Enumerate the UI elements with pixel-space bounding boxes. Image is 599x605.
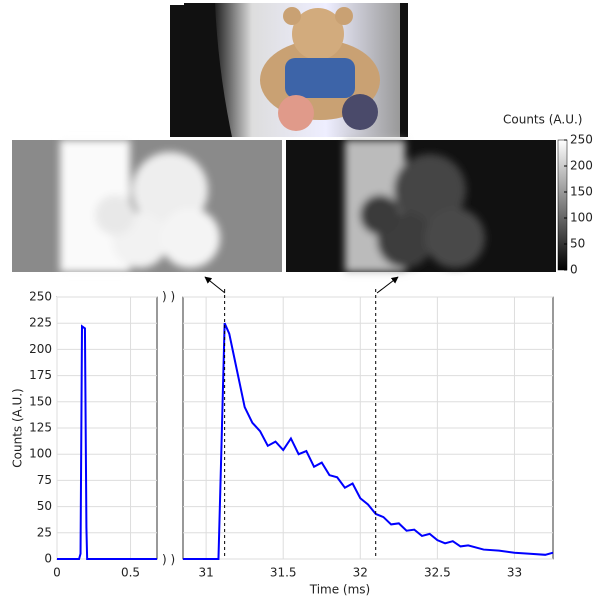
y-tick-label: 0 — [44, 552, 52, 566]
intensity-image-2 — [286, 140, 556, 272]
arrow — [377, 277, 398, 293]
y-axis-label: Counts (A.U.) — [11, 388, 25, 467]
x-tick-label: 33 — [507, 566, 522, 580]
colorbar-tick-label: 250 — [570, 133, 593, 147]
page: Counts (A.U.) ) ) ) ) Counts (A.U.) Time… — [0, 0, 599, 601]
axis-break: ) ) — [162, 553, 175, 567]
figure: Counts (A.U.) ) ) ) ) Counts (A.U.) Time… — [0, 0, 599, 601]
y-tick-label: 125 — [29, 421, 52, 435]
y-tick-label: 50 — [37, 499, 52, 513]
y-tick-label: 25 — [37, 525, 52, 539]
colorbar-tick-label: 50 — [570, 237, 585, 251]
y-tick-label: 175 — [29, 368, 52, 382]
x-tick-label: 0 — [53, 566, 61, 580]
colorbar-label: Counts (A.U.) — [503, 113, 582, 127]
intensity-image-1 — [12, 140, 282, 272]
x-tick-label: 31.5 — [270, 566, 297, 580]
colorbar-tick-label: 150 — [570, 185, 593, 199]
y-tick-label: 250 — [29, 290, 52, 304]
x-axis-label: Time (ms) — [309, 583, 371, 597]
y-tick-label: 225 — [29, 316, 52, 330]
y-tick-label: 150 — [29, 394, 52, 408]
x-tick-label: 0.5 — [121, 566, 140, 580]
colorbar — [558, 140, 567, 270]
photo — [170, 3, 408, 137]
axis-break: ) ) — [162, 290, 175, 304]
colorbar-tick-label: 100 — [570, 211, 593, 225]
colorbar-tick-label: 200 — [570, 159, 593, 173]
arrow — [205, 277, 225, 293]
x-tick-label: 31 — [198, 566, 213, 580]
x-tick-label: 32.5 — [424, 566, 451, 580]
colorbar-tick-label: 0 — [570, 263, 578, 277]
y-tick-label: 75 — [37, 473, 52, 487]
y-tick-label: 200 — [29, 342, 52, 356]
x-tick-label: 32 — [353, 566, 368, 580]
y-tick-label: 100 — [29, 447, 52, 461]
